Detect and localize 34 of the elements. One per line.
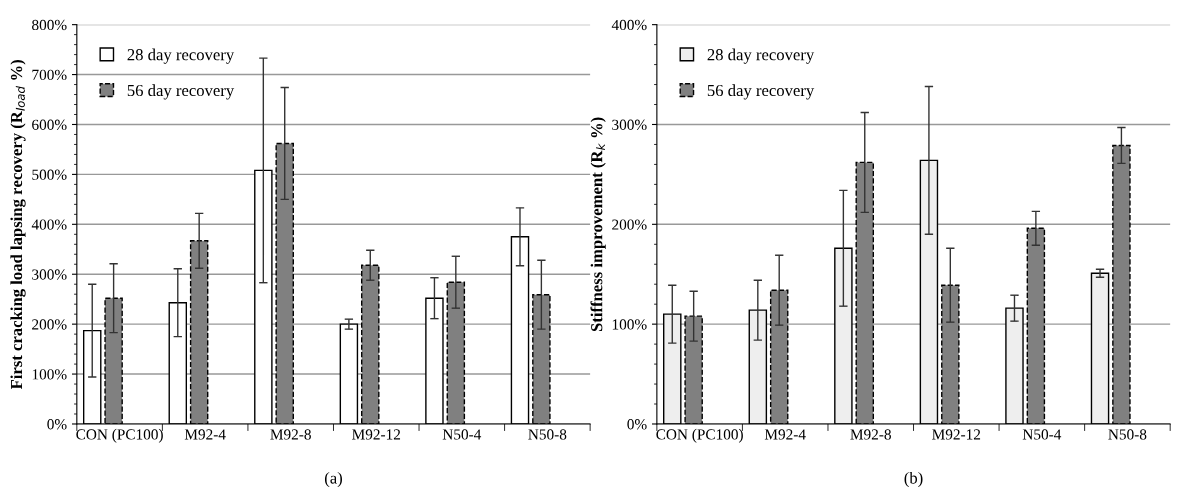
y-tick-label: 300%	[612, 119, 647, 130]
y-tick-label: 100%	[32, 369, 67, 380]
legend-label: 56 day recovery	[127, 84, 235, 100]
legend-label: 56 day recovery	[707, 84, 815, 100]
legend-label: 28 day recovery	[127, 48, 235, 64]
y-axis-title: First cracking load lapsing recovery (R$_{load}$ %)	[10, 60, 26, 390]
x-tick-label: N50-8	[1108, 429, 1147, 440]
y-tick-label: 400%	[611, 19, 647, 31]
y-tick-label: 800%	[32, 19, 67, 31]
x-tick-label: M92-4	[764, 429, 806, 440]
y-tick-label: 200%	[32, 319, 67, 330]
y-tick-label: 700%	[32, 69, 67, 81]
x-tick-label: N50-4	[442, 429, 482, 440]
x-tick-label: M92-8	[270, 429, 311, 440]
y-tick-label: 500%	[32, 169, 67, 180]
y-tick-label: 100%	[612, 319, 647, 330]
y-tick-label: 400%	[31, 219, 67, 230]
y-tick-label: 200%	[612, 219, 647, 230]
x-tick-label: M92-12	[932, 429, 981, 440]
x-tick-label: CON (PC100)	[76, 428, 163, 443]
x-tick-label: M92-8	[850, 429, 891, 440]
text: (b)	[904, 471, 923, 488]
x-tick-label: M92-4	[184, 429, 226, 440]
x-tick-label: CON (PC100)	[656, 428, 743, 443]
y-tick-label: 0%	[627, 419, 647, 430]
x-tick-label: M92-12	[352, 429, 401, 440]
y-tick-label: 0%	[47, 419, 67, 430]
x-tick-label: N50-4	[1022, 429, 1062, 440]
y-tick-label: 600%	[32, 119, 67, 130]
y-tick-label: 300%	[32, 269, 67, 280]
y-axis-title: Stiffness improvement (R$_{k}$ %)	[590, 117, 606, 332]
legend-label: 28 day recovery	[707, 48, 815, 64]
text: (a)	[324, 471, 342, 488]
x-tick-label: N50-8	[528, 429, 567, 440]
